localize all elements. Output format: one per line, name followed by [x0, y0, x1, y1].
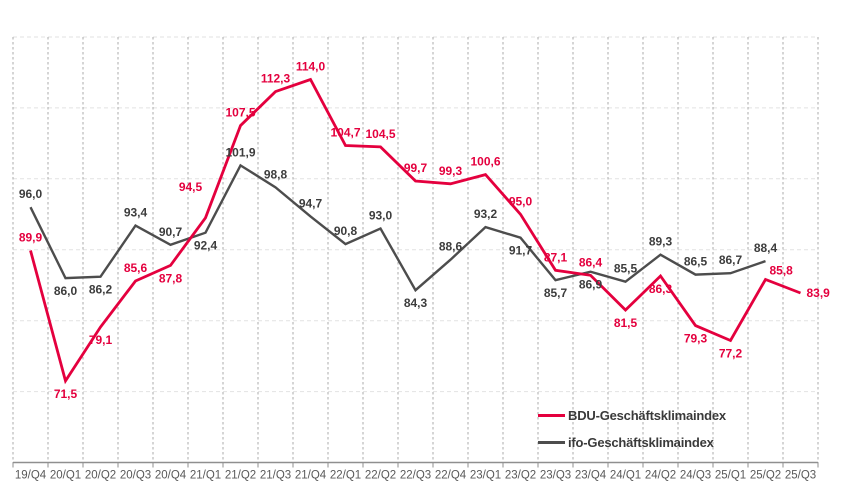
x-axis-label: 20/Q3: [120, 470, 151, 482]
x-axis-label: 22/Q1: [330, 470, 361, 482]
x-axis-label: 24/Q1: [610, 470, 641, 482]
data-label-bdu: 86,3: [649, 282, 673, 296]
x-axis-label: 25/Q1: [715, 470, 746, 482]
x-axis-label: 25/Q3: [785, 470, 816, 482]
data-label-ifo: 89,3: [649, 235, 673, 249]
data-label-ifo: 85,5: [614, 262, 638, 276]
data-label-ifo: 93,4: [124, 206, 148, 220]
data-label-ifo: 86,9: [579, 278, 603, 292]
data-label-bdu: 107,5: [225, 106, 255, 120]
x-axis-label: 22/Q4: [435, 470, 467, 482]
legend: BDU-Geschäftsklimaindex ifo-Geschäftskli…: [538, 402, 726, 456]
x-axis-label: 20/Q1: [50, 470, 81, 482]
data-label-bdu: 87,1: [544, 250, 568, 264]
x-axis-label: 25/Q2: [750, 470, 781, 482]
x-axis-label: 21/Q2: [225, 470, 256, 482]
ifo-line-swatch-icon: [538, 441, 565, 444]
data-label-bdu: 79,3: [684, 332, 708, 346]
legend-item-ifo: ifo-Geschäftsklimaindex: [538, 429, 726, 456]
data-label-bdu: 112,3: [261, 72, 291, 86]
x-axis-label: 23/Q4: [575, 470, 607, 482]
data-label-bdu: 81,5: [614, 316, 638, 330]
data-label-ifo: 98,8: [264, 167, 288, 181]
x-axis-label: 24/Q3: [680, 470, 711, 482]
data-label-bdu: 77,2: [719, 347, 743, 361]
x-axis-label: 19/Q4: [15, 470, 47, 482]
data-label-bdu: 85,6: [124, 261, 148, 275]
data-label-bdu: 99,7: [404, 161, 428, 175]
data-label-ifo: 93,2: [474, 207, 498, 221]
data-label-ifo: 86,7: [719, 253, 743, 267]
data-label-bdu: 83,9: [807, 286, 831, 300]
legend-item-bdu: BDU-Geschäftsklimaindex: [538, 402, 726, 429]
x-axis-label: 23/Q2: [505, 470, 536, 482]
x-axis-label: 21/Q4: [295, 470, 327, 482]
data-label-ifo: 84,3: [404, 296, 428, 310]
data-label-ifo: 90,8: [334, 224, 358, 238]
data-label-bdu: 104,5: [365, 127, 395, 141]
data-label-ifo: 85,7: [544, 286, 568, 300]
data-label-bdu: 86,4: [579, 255, 603, 269]
data-label-bdu: 87,8: [159, 271, 183, 285]
data-label-ifo: 94,7: [299, 196, 323, 210]
x-axis-label: 23/Q3: [540, 470, 571, 482]
x-axis-label: 22/Q2: [365, 470, 396, 482]
data-label-bdu: 99,3: [439, 164, 463, 178]
data-label-ifo: 93,0: [369, 209, 393, 223]
data-label-ifo: 86,5: [684, 255, 708, 269]
x-axis-label: 21/Q1: [190, 470, 221, 482]
data-label-ifo: 88,6: [439, 240, 463, 254]
x-axis-label: 20/Q2: [85, 470, 116, 482]
data-label-bdu: 94,5: [179, 180, 203, 194]
data-label-ifo: 92,4: [194, 239, 218, 253]
data-label-ifo: 96,0: [19, 187, 43, 201]
data-label-bdu: 71,5: [54, 387, 78, 401]
data-label-bdu: 95,0: [509, 194, 533, 208]
data-label-ifo: 90,7: [159, 225, 183, 239]
data-label-bdu: 85,8: [770, 264, 794, 278]
data-label-bdu: 79,1: [89, 333, 113, 347]
x-axis-label: 24/Q2: [645, 470, 676, 482]
data-label-bdu: 100,6: [470, 155, 500, 169]
x-axis-label: 23/Q1: [470, 470, 501, 482]
data-label-ifo: 86,0: [54, 284, 78, 298]
data-label-bdu: 114,0: [296, 60, 326, 74]
data-label-bdu: 89,9: [19, 231, 43, 245]
x-axis-label: 20/Q4: [155, 470, 187, 482]
bdu-line-swatch-icon: [538, 414, 565, 417]
data-label-bdu: 104,7: [330, 126, 360, 140]
x-axis-label: 21/Q3: [260, 470, 291, 482]
x-axis-label: 22/Q3: [400, 470, 431, 482]
data-label-ifo: 101,9: [225, 145, 255, 159]
data-label-ifo: 91,7: [509, 244, 533, 258]
series-line-ifo: [29, 163, 766, 293]
legend-label-ifo: ifo-Geschäftsklimaindex: [568, 435, 714, 450]
legend-label-bdu: BDU-Geschäftsklimaindex: [568, 408, 726, 423]
data-label-ifo: 86,2: [89, 283, 113, 297]
series-line-bdu: [29, 77, 802, 385]
data-label-ifo: 88,4: [754, 241, 778, 255]
